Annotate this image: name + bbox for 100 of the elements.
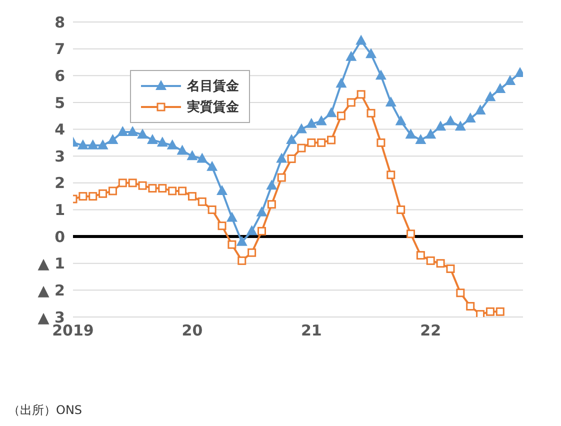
point [296, 123, 307, 134]
point [266, 180, 278, 190]
point [127, 126, 138, 136]
point [218, 222, 226, 230]
legend-label: 実質賃金 [187, 98, 239, 116]
point [297, 144, 306, 152]
point [456, 288, 465, 298]
point [356, 90, 366, 99]
point [446, 264, 455, 273]
point [206, 160, 218, 171]
point [226, 212, 238, 222]
point [476, 310, 485, 317]
point [317, 138, 326, 147]
point [107, 134, 118, 144]
point [416, 251, 425, 260]
y-tick-label: 0 [54, 228, 65, 246]
point [336, 112, 346, 120]
point [454, 120, 466, 131]
point [176, 144, 188, 155]
point [238, 256, 246, 265]
point [464, 112, 476, 123]
point [436, 259, 445, 268]
y-tick-label: 4 [54, 120, 65, 139]
point [98, 189, 108, 198]
point [78, 192, 88, 201]
x-tick-label: 2019 [52, 322, 94, 340]
point [138, 181, 147, 190]
point [435, 120, 446, 131]
point [486, 307, 494, 316]
point [87, 139, 98, 150]
point [178, 186, 187, 196]
point [276, 152, 288, 163]
point [385, 96, 396, 106]
point [366, 108, 376, 118]
point [246, 225, 258, 236]
point [166, 139, 178, 150]
point [257, 226, 266, 236]
point [474, 104, 486, 114]
point [287, 154, 296, 164]
point [415, 134, 426, 144]
point [316, 115, 327, 126]
point [97, 139, 108, 150]
x-tick-label: 21 [300, 322, 322, 340]
y-tick-label: 8 [54, 13, 65, 32]
point [395, 115, 406, 126]
y-tick-label: 1 [54, 201, 65, 220]
point [137, 128, 148, 139]
point [188, 192, 196, 201]
y-tick-label: 3 [54, 147, 65, 166]
y-tick-label: 6 [54, 66, 65, 85]
x-tick-label: 20 [182, 322, 203, 340]
point [216, 184, 228, 195]
y-tick-label: ▲ 2 [38, 282, 65, 300]
legend-label: 名目賃金 [187, 78, 239, 95]
y-tick-label: 7 [54, 40, 65, 58]
point [406, 230, 415, 238]
point [198, 197, 206, 206]
point [186, 150, 198, 160]
point [77, 139, 88, 150]
point [117, 126, 128, 136]
point [277, 173, 286, 182]
point [375, 70, 386, 80]
point [256, 206, 268, 216]
point [425, 128, 436, 139]
text: （出所）ONS [8, 402, 84, 419]
point [346, 50, 357, 61]
x-tick-label: 22 [420, 322, 442, 340]
point [405, 128, 416, 139]
y-tick-label: 5 [54, 94, 65, 112]
point [267, 200, 276, 209]
point [326, 107, 337, 118]
point [444, 115, 456, 126]
point [336, 78, 347, 88]
point [307, 138, 316, 147]
point [306, 118, 317, 128]
point [146, 134, 158, 144]
point [327, 136, 336, 144]
point [158, 184, 167, 193]
point [236, 236, 248, 246]
point [494, 83, 506, 94]
point [396, 205, 406, 214]
point [108, 186, 117, 196]
point [148, 184, 157, 193]
point [496, 307, 504, 316]
point [196, 152, 208, 163]
point [356, 34, 367, 45]
point [228, 240, 236, 249]
point [168, 186, 177, 196]
point [128, 178, 137, 188]
point [426, 256, 435, 265]
point [366, 48, 377, 58]
point [248, 248, 256, 257]
point [376, 138, 386, 147]
point [466, 302, 475, 311]
point [286, 134, 298, 144]
point [484, 91, 496, 102]
point [346, 98, 356, 107]
y-tick-label: 2 [54, 174, 65, 192]
point [386, 170, 396, 180]
point [208, 205, 216, 214]
